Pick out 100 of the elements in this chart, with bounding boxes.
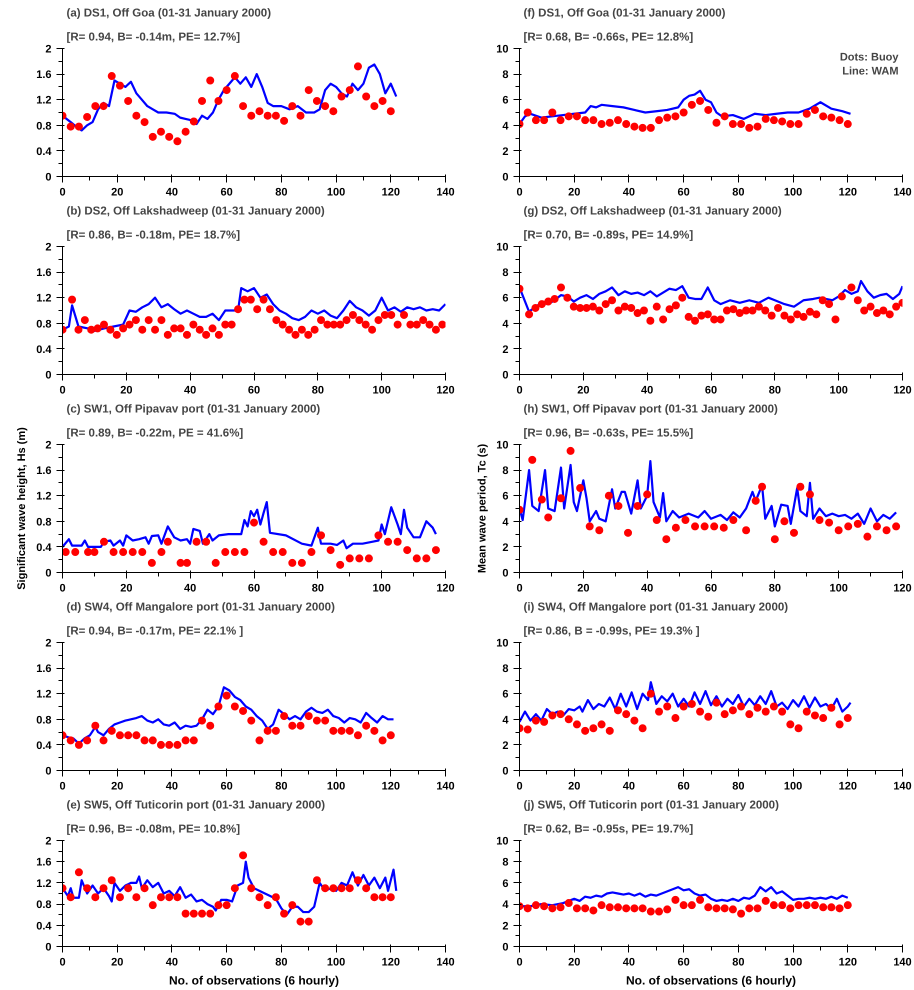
- x-tick-label: 80: [275, 186, 288, 198]
- y-tick-label: 10: [496, 44, 509, 56]
- y-tick-label: 2: [502, 740, 509, 752]
- y-tick-label: 1.6: [36, 267, 52, 280]
- y-axis-title: Mean wave period, Tc (s): [476, 443, 488, 574]
- x-tick-label: 140: [893, 186, 912, 198]
- x-tick-label: 60: [678, 186, 690, 198]
- x-tick-label: 100: [784, 956, 802, 968]
- x-tick-label: 40: [622, 956, 636, 968]
- y-tick-label: 10: [496, 836, 509, 848]
- chart-title: (f) DS1, Off Goa (01-31 January 2000): [524, 8, 726, 20]
- x-tick-label: 60: [220, 780, 233, 792]
- y-tick-label: 0.4: [36, 740, 52, 752]
- y-tick-label: 8: [502, 69, 509, 82]
- x-tick-label: 100: [326, 956, 346, 968]
- x-tick-label: 120: [382, 186, 400, 198]
- annotation: Line: WAM: [842, 66, 899, 78]
- y-tick-label: 8: [502, 465, 509, 478]
- x-tick-label: 0: [516, 780, 523, 792]
- y-tick-label: 0: [502, 766, 509, 778]
- y-tick-label: 6: [502, 490, 509, 503]
- chart-title: (c) SW1, Off Pipavav port (01-31 January 2000): [66, 404, 320, 416]
- y-tick-label: 0: [45, 370, 52, 382]
- y-tick-label: 0: [45, 942, 52, 954]
- y-tick-label: 0.8: [36, 899, 52, 912]
- chart-title: (h) SW1, Off Pipavav port (01-31 January 2000): [524, 404, 778, 416]
- chart-subtitle: [R= 0.89, B= -0.22m, PE = 41.6%]: [66, 428, 244, 440]
- x-tick-label: 80: [312, 384, 324, 396]
- x-tick-label: 60: [704, 582, 718, 594]
- x-tick-label: 80: [732, 956, 744, 968]
- x-tick-label: 60: [678, 956, 690, 968]
- y-tick-label: 2: [45, 638, 52, 650]
- x-tick-label: 20: [111, 956, 124, 968]
- y-tick-label: 0.8: [36, 120, 52, 132]
- chart-subtitle: [R= 0.62, B= -0.95s, PE= 19.7%]: [524, 824, 694, 836]
- chart-subtitle: [R= 0.70, B= -0.89s, PE= 14.9%]: [524, 230, 694, 242]
- y-tick-label: 0.8: [36, 714, 52, 726]
- y-tick-label: 0: [502, 568, 509, 580]
- x-tick-label: 100: [784, 780, 802, 792]
- x-tick-label: 20: [568, 956, 580, 968]
- x-tick-label: 60: [704, 384, 718, 396]
- x-tick-label: 60: [248, 384, 260, 396]
- x-tick-label: 20: [568, 186, 580, 198]
- y-tick-label: 2: [502, 920, 509, 932]
- y-tick-label: 8: [502, 267, 509, 280]
- y-tick-label: 4: [502, 899, 510, 912]
- x-tick-label: 80: [732, 780, 744, 792]
- chart-title: (b) DS2, Off Lakshadweep (01-31 January 2000): [66, 206, 325, 218]
- x-tick-label: 0: [59, 582, 66, 594]
- x-tick-label: 120: [893, 582, 912, 594]
- x-tick-label: 120: [436, 582, 455, 594]
- x-tick-label: 120: [436, 384, 455, 396]
- y-tick-label: 0.4: [36, 920, 52, 932]
- y-tick-label: 4: [502, 318, 510, 330]
- x-tick-label: 20: [577, 384, 590, 396]
- y-tick-label: 0: [45, 172, 52, 184]
- x-tick-label: 140: [893, 956, 912, 968]
- x-tick-label: 40: [184, 582, 196, 594]
- x-tick-label: 0: [59, 186, 66, 198]
- chart-title: (g) DS2, Off Lakshadweep (01-31 January 2000): [524, 206, 782, 218]
- x-tick-label: 140: [893, 780, 912, 792]
- x-tick-label: 40: [184, 384, 196, 396]
- x-tick-label: 20: [111, 780, 124, 792]
- y-tick-label: 0.4: [36, 146, 52, 158]
- y-tick-label: 0: [45, 766, 52, 778]
- x-tick-label: 120: [382, 780, 400, 792]
- chart-title: (j) SW5, Off Tuticorin port (01-31 January 2000): [524, 800, 780, 812]
- y-tick-label: 2: [502, 542, 509, 554]
- x-tick-label: 0: [516, 582, 523, 594]
- x-tick-label: 20: [120, 582, 132, 594]
- y-tick-label: 1.2: [36, 94, 52, 107]
- y-tick-label: 1.6: [36, 69, 52, 82]
- chart-title: (a) DS1, Off Goa (01-31 January 2000): [66, 8, 272, 20]
- y-tick-label: 8: [502, 663, 509, 676]
- x-axis-title: No. of observations (6 hourly): [168, 974, 340, 988]
- y-tick-label: 10: [496, 638, 509, 650]
- y-tick-label: 0: [502, 942, 509, 954]
- x-tick-label: 0: [516, 384, 523, 396]
- y-tick-label: 1.2: [36, 292, 52, 305]
- y-tick-label: 4: [502, 516, 510, 528]
- x-tick-label: 60: [220, 186, 233, 198]
- y-tick-label: 0: [502, 172, 509, 184]
- y-tick-label: 6: [502, 688, 509, 701]
- y-tick-label: 6: [502, 878, 509, 890]
- x-tick-label: 0: [59, 956, 66, 968]
- y-tick-label: 8: [502, 856, 509, 869]
- y-tick-label: 0: [502, 370, 509, 382]
- x-tick-label: 80: [768, 384, 781, 396]
- x-tick-label: 0: [59, 384, 66, 396]
- x-tick-label: 140: [436, 956, 455, 968]
- y-tick-label: 0.8: [36, 318, 52, 330]
- x-tick-label: 80: [275, 780, 288, 792]
- x-tick-label: 40: [166, 780, 178, 792]
- y-tick-label: 0.4: [36, 344, 52, 356]
- x-tick-label: 80: [768, 582, 781, 594]
- x-tick-label: 40: [166, 956, 178, 968]
- y-tick-label: 1.2: [36, 688, 52, 701]
- y-tick-label: 1.6: [36, 663, 52, 676]
- x-tick-label: 100: [829, 384, 848, 396]
- x-tick-label: 100: [784, 186, 802, 198]
